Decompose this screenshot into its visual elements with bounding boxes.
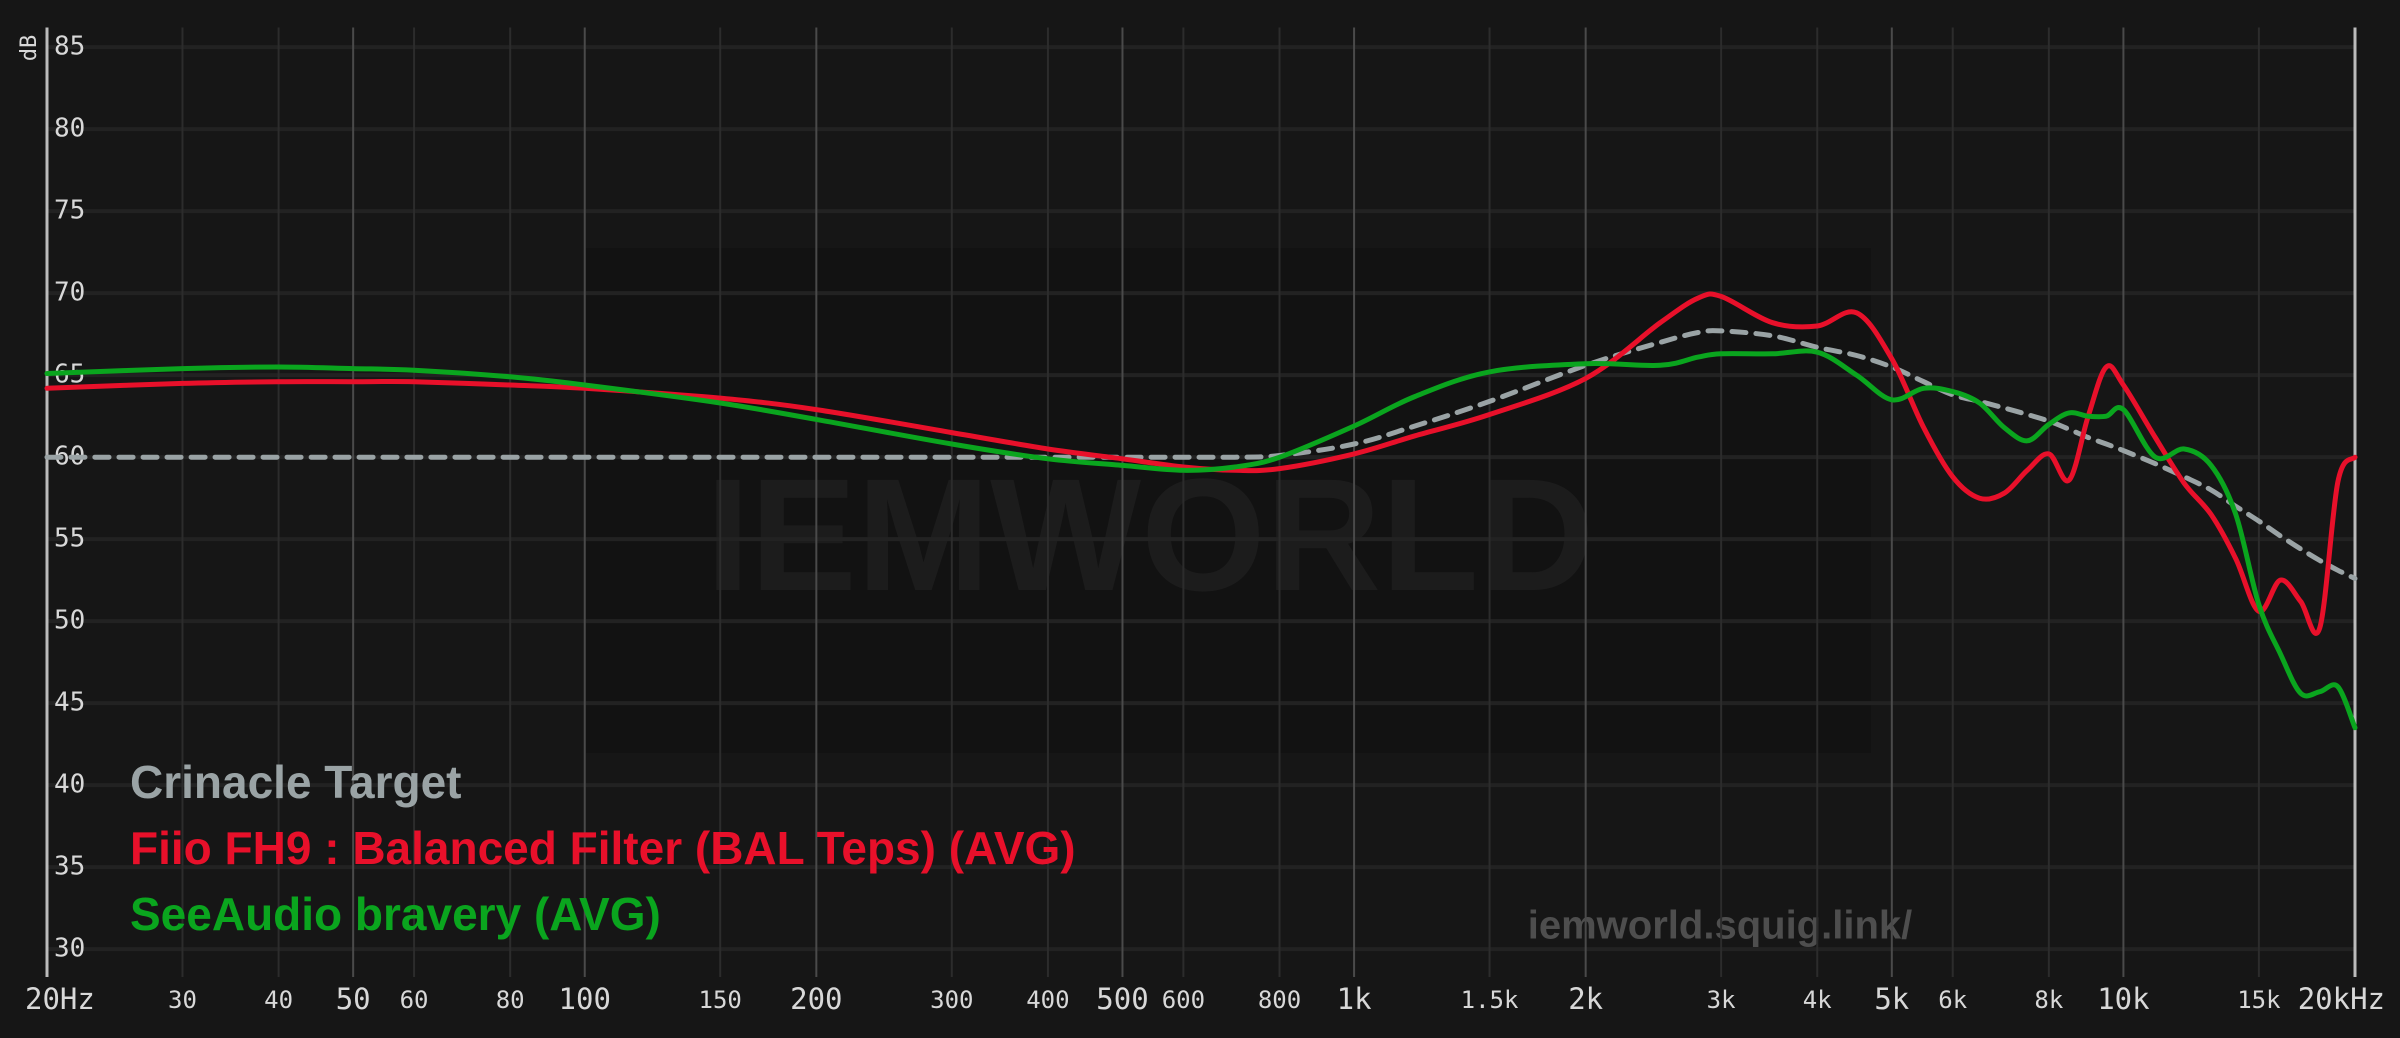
plot [44, 291, 2358, 731]
x-tick-label: 8k [2034, 986, 2063, 1014]
legend: Crinacle Target Fiio FH9 : Balanced Filte… [130, 756, 1076, 940]
watermark-box [586, 248, 1871, 753]
site-label: iemworld.squig.link/ [1528, 904, 1913, 948]
series-line [44, 291, 2358, 636]
legend-entry: Crinacle Target [130, 756, 461, 808]
y-tick-label: 55 [54, 524, 85, 554]
x-tick-label: 20Hz [25, 982, 95, 1016]
series-line [44, 328, 2358, 581]
x-tick-label: 300 [930, 986, 973, 1014]
x-tick-label: 500 [1096, 982, 1148, 1016]
y-tick-label: 85 [54, 32, 85, 62]
x-tick-label: 80 [496, 986, 525, 1014]
x-tick-label: 30 [168, 986, 197, 1014]
y-tick-label: 80 [54, 114, 85, 144]
legend-entry: Fiio FH9 : Balanced Filter (BAL Teps) (A… [130, 822, 1076, 874]
x-tick-label: 5k [1874, 982, 1909, 1016]
y-tick-label: 40 [54, 770, 85, 800]
x-tick-label: 15k [2237, 986, 2281, 1014]
watermark: IEMWORLD [706, 445, 1595, 624]
x-tick-label: 100 [559, 982, 611, 1016]
x-tick-label: 1k [1337, 982, 1372, 1016]
x-tick-label: 1.5k [1461, 986, 1519, 1014]
x-tick-label: 6k [1938, 986, 1967, 1014]
y-axis-label: dB [17, 35, 42, 62]
x-tick-label: 200 [790, 982, 842, 1016]
y-tick-label: 70 [54, 278, 85, 308]
x-tick-label: 20kHz [2298, 982, 2385, 1016]
x-tick-label: 10k [2097, 982, 2150, 1016]
x-tick-label: 3k [1707, 986, 1736, 1014]
legend-entry: SeeAudio bravery (AVG) [130, 888, 661, 940]
y-tick-label: 75 [54, 196, 85, 226]
x-tick-label: 400 [1026, 986, 1069, 1014]
y-tick-label: 30 [54, 934, 85, 964]
x-tick-label: 4k [1803, 986, 1832, 1014]
x-tick-label: 40 [264, 986, 293, 1014]
x-tick-label: 150 [699, 986, 742, 1014]
y-tick-label: 50 [54, 606, 85, 636]
y-tick-label: 35 [54, 852, 85, 882]
x-tick-label: 800 [1258, 986, 1301, 1014]
y-tick-label: 45 [54, 688, 85, 718]
x-tick-label: 60 [400, 986, 429, 1014]
x-tick-label: 50 [336, 982, 371, 1016]
series-line [44, 348, 2358, 731]
x-tick-label: 2k [1568, 982, 1603, 1016]
x-tick-label: 600 [1162, 986, 1205, 1014]
